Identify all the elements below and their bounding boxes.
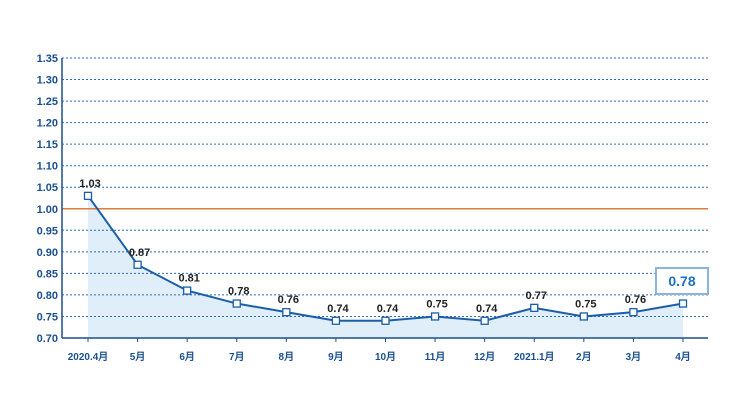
data-point bbox=[232, 299, 241, 308]
x-tick-label: 8月 bbox=[279, 351, 295, 363]
x-tick-label: 10月 bbox=[375, 351, 396, 363]
data-point bbox=[331, 316, 341, 325]
data-label: 0.81 bbox=[178, 273, 199, 285]
data-point bbox=[629, 308, 638, 317]
data-label: 1.03 bbox=[79, 178, 100, 190]
y-tick-label: 0.95 bbox=[37, 225, 58, 237]
data-point bbox=[579, 312, 588, 321]
y-tick-label: 0.80 bbox=[37, 290, 58, 302]
data-point bbox=[530, 303, 539, 312]
x-tick-label: 12月 bbox=[474, 351, 495, 363]
x-tick-label: 9月 bbox=[328, 351, 344, 363]
y-tick-label: 0.90 bbox=[37, 247, 58, 259]
y-tick-label: 0.75 bbox=[37, 311, 58, 323]
data-label: 0.75 bbox=[426, 298, 447, 310]
grid-layer bbox=[62, 57, 708, 339]
y-tick-label: 1.25 bbox=[37, 96, 58, 108]
latest-value-callout: 0.78 bbox=[668, 273, 695, 289]
callout-layer: 0.78 bbox=[655, 267, 709, 295]
data-point bbox=[83, 191, 93, 200]
x-tick-label: 3月 bbox=[626, 351, 642, 363]
data-label: 0.76 bbox=[278, 294, 299, 306]
y-tick-label: 1.10 bbox=[37, 161, 58, 173]
data-label: 0.78 bbox=[228, 286, 249, 298]
x-tick-label: 2月 bbox=[576, 351, 592, 363]
data-label: 0.74 bbox=[476, 303, 498, 315]
y-tick-label: 0.70 bbox=[37, 333, 58, 345]
data-label: 0.87 bbox=[129, 247, 150, 259]
x-tick-label: 5月 bbox=[130, 351, 146, 363]
x-tick-label: 11月 bbox=[425, 351, 446, 363]
x-tick-label: 2021.1月 bbox=[514, 351, 555, 363]
data-point bbox=[430, 312, 440, 321]
area-layer bbox=[88, 195, 683, 338]
area-fill bbox=[88, 195, 683, 338]
data-point bbox=[678, 299, 688, 308]
x-tick-label: 7月 bbox=[229, 351, 245, 363]
y-tick-label: 1.35 bbox=[37, 53, 58, 65]
data-label: 0.76 bbox=[625, 294, 646, 306]
data-point bbox=[282, 308, 291, 317]
label-layer: 1.03 0.87 0.81 0.78 0.76 0.74 0.74 0.75 0.74 0.77… bbox=[79, 178, 646, 315]
data-point bbox=[183, 286, 192, 295]
x-tick-label: 2020.4月 bbox=[68, 351, 109, 363]
y-tick-label: 1.20 bbox=[37, 118, 58, 130]
x-tick-label: 6月 bbox=[179, 351, 195, 363]
data-point bbox=[480, 316, 489, 325]
data-point bbox=[381, 316, 390, 325]
y-tick-label: 0.85 bbox=[37, 268, 58, 280]
data-label: 0.75 bbox=[575, 298, 596, 310]
series-layer bbox=[83, 191, 688, 325]
data-label: 0.77 bbox=[526, 290, 547, 302]
y-tick-label: 1.00 bbox=[37, 204, 58, 216]
x-tick-label: 4月 bbox=[675, 351, 691, 363]
data-point bbox=[133, 260, 142, 269]
y-tick-label: 1.30 bbox=[37, 75, 58, 87]
y-tick-label: 1.15 bbox=[37, 139, 58, 151]
data-label: 0.74 bbox=[327, 303, 349, 315]
y-tick-label: 1.05 bbox=[37, 182, 58, 194]
latest-value-callout-box bbox=[655, 267, 709, 295]
data-label: 0.74 bbox=[377, 303, 399, 315]
axis-layer: 1.35 1.30 1.25 1.20 1.15 1.10 1.05 1.00 0.95 0.90… bbox=[37, 53, 708, 363]
